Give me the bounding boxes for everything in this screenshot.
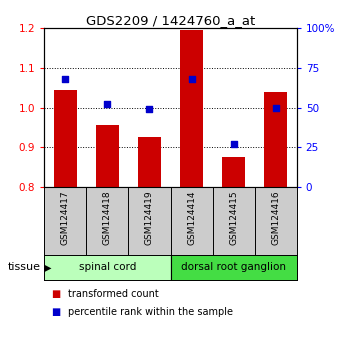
Point: [63, 76, 68, 82]
Bar: [264, 92, 287, 187]
Bar: [96, 125, 119, 187]
Point: [273, 105, 278, 110]
Point: [105, 102, 110, 107]
Bar: [138, 137, 161, 187]
Text: GSM124417: GSM124417: [61, 190, 70, 245]
Text: ▶: ▶: [44, 262, 51, 272]
Text: GSM124419: GSM124419: [145, 190, 154, 245]
Text: GSM124416: GSM124416: [271, 190, 280, 245]
Point: [189, 76, 194, 82]
Text: percentile rank within the sample: percentile rank within the sample: [68, 307, 233, 316]
Text: GSM124415: GSM124415: [229, 190, 238, 245]
Bar: [180, 30, 203, 187]
Text: transformed count: transformed count: [68, 289, 159, 299]
Bar: [222, 157, 245, 187]
Text: ■: ■: [51, 307, 60, 316]
Text: dorsal root ganglion: dorsal root ganglion: [181, 262, 286, 272]
Text: GSM124418: GSM124418: [103, 190, 112, 245]
Text: ■: ■: [51, 289, 60, 299]
Text: GSM124414: GSM124414: [187, 190, 196, 245]
Text: spinal cord: spinal cord: [79, 262, 136, 272]
Point: [147, 106, 152, 112]
Point: [231, 141, 236, 147]
Text: tissue: tissue: [8, 262, 41, 272]
Title: GDS2209 / 1424760_a_at: GDS2209 / 1424760_a_at: [86, 14, 255, 27]
Bar: [54, 90, 77, 187]
